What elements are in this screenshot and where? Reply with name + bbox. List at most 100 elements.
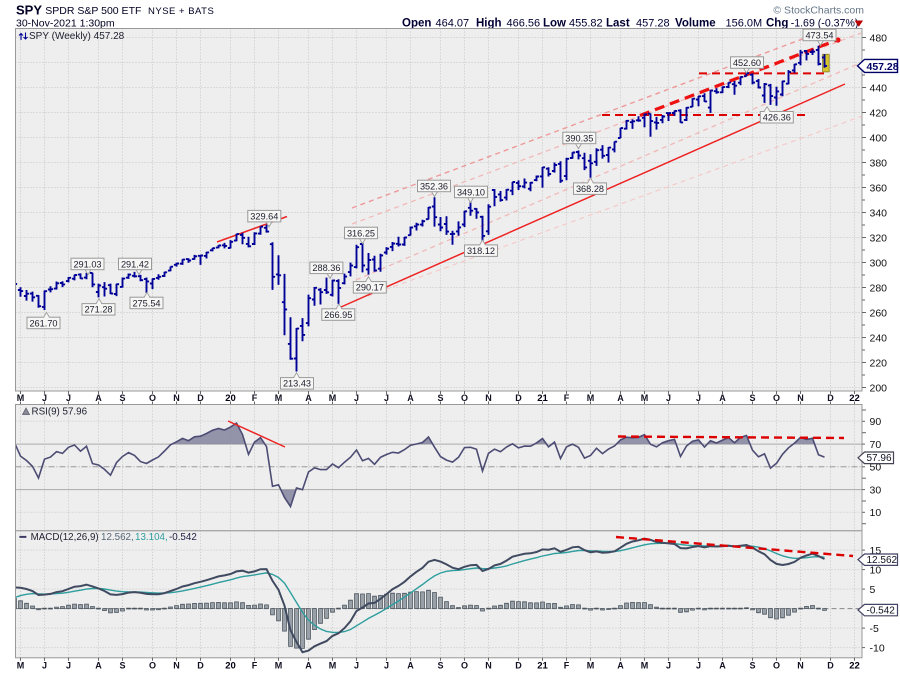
svg-text:A: A: [719, 661, 726, 671]
svg-text:N: N: [485, 661, 492, 671]
svg-text:10: 10: [870, 564, 882, 576]
svg-text:S: S: [437, 393, 443, 403]
svg-text:A: A: [719, 393, 726, 403]
svg-text:-5: -5: [870, 623, 879, 635]
svg-text:A: A: [305, 661, 312, 671]
svg-text:260: 260: [870, 307, 888, 319]
svg-text:452.60: 452.60: [733, 58, 761, 68]
svg-text:22: 22: [849, 393, 860, 404]
svg-text:70: 70: [870, 439, 882, 451]
svg-text:291.42: 291.42: [121, 259, 149, 269]
svg-text:50: 50: [870, 462, 882, 474]
svg-text:M: M: [275, 393, 283, 403]
svg-text:240: 240: [870, 332, 888, 344]
svg-text:21: 21: [537, 661, 548, 672]
svg-text:D: D: [515, 661, 522, 671]
svg-text:M: M: [329, 661, 337, 671]
svg-text:20: 20: [225, 393, 236, 404]
svg-text:15: 15: [870, 545, 882, 557]
svg-text:O: O: [773, 393, 780, 403]
svg-text:M: M: [641, 661, 649, 671]
svg-text:480: 480: [870, 32, 888, 44]
svg-text:12.562: 12.562: [867, 555, 898, 566]
svg-text:M: M: [587, 393, 595, 403]
svg-text:290.17: 290.17: [356, 283, 384, 293]
svg-text:90: 90: [870, 416, 882, 428]
svg-text:440: 440: [870, 82, 888, 94]
svg-text:329.64: 329.64: [250, 212, 278, 222]
svg-text:N: N: [173, 661, 180, 671]
svg-text:Chg: Chg: [766, 18, 788, 30]
svg-text:10: 10: [870, 507, 882, 519]
svg-text:A: A: [95, 393, 102, 403]
svg-text:D: D: [197, 393, 204, 403]
svg-text:20: 20: [225, 661, 236, 672]
svg-text:466.56: 466.56: [507, 18, 541, 30]
svg-text:-0.542: -0.542: [867, 606, 896, 617]
svg-text:A: A: [617, 393, 624, 403]
svg-text:S: S: [437, 661, 443, 671]
svg-text:J: J: [354, 661, 359, 671]
svg-text:12.562,: 12.562,: [101, 532, 134, 543]
svg-text:SPDR S&P 500 ETF: SPDR S&P 500 ETF: [45, 5, 141, 17]
svg-text:F: F: [252, 661, 258, 671]
svg-text:400: 400: [870, 132, 888, 144]
svg-text:F: F: [252, 393, 258, 403]
svg-text:A: A: [305, 393, 312, 403]
svg-text:21: 21: [537, 393, 548, 404]
svg-text:57.96: 57.96: [867, 453, 892, 464]
svg-text:N: N: [797, 661, 804, 671]
svg-text:Low: Low: [543, 18, 566, 30]
svg-text:M: M: [275, 661, 283, 671]
svg-text:SPY (Weekly) 457.28: SPY (Weekly) 457.28: [29, 31, 125, 42]
svg-text:A: A: [407, 393, 414, 403]
svg-text:O: O: [461, 393, 468, 403]
svg-text:5: 5: [870, 584, 876, 596]
svg-text:340: 340: [870, 207, 888, 219]
svg-text:-0.542: -0.542: [169, 532, 197, 543]
svg-text:M: M: [329, 393, 337, 403]
svg-text:N: N: [485, 393, 492, 403]
svg-text:M: M: [641, 393, 649, 403]
svg-text:S: S: [749, 661, 755, 671]
svg-text:M: M: [17, 393, 25, 403]
svg-text:464.07: 464.07: [436, 18, 470, 30]
svg-text:J: J: [66, 661, 71, 671]
svg-text:Last: Last: [606, 18, 630, 30]
svg-text:288.36: 288.36: [312, 263, 340, 273]
svg-text:J: J: [384, 393, 389, 403]
svg-text:F: F: [564, 393, 570, 403]
svg-text:318.12: 318.12: [467, 246, 495, 256]
svg-text:13.104,: 13.104,: [135, 532, 168, 543]
svg-text:380: 380: [870, 157, 888, 169]
svg-text:457.28: 457.28: [867, 61, 899, 73]
svg-text:280: 280: [870, 282, 888, 294]
svg-text:M: M: [17, 661, 25, 671]
svg-text:High: High: [476, 18, 502, 30]
svg-text:MACD(12,26,9): MACD(12,26,9): [31, 532, 99, 543]
svg-text:D: D: [515, 393, 522, 403]
svg-text:291.03: 291.03: [73, 259, 101, 269]
svg-text:30: 30: [870, 484, 882, 496]
svg-text:320: 320: [870, 232, 888, 244]
svg-text:-10: -10: [870, 642, 885, 654]
svg-text:O: O: [773, 661, 780, 671]
svg-text:J: J: [696, 661, 701, 671]
svg-text:J: J: [42, 393, 47, 403]
svg-text:NYSE + BATS: NYSE + BATS: [148, 6, 214, 17]
svg-text:D: D: [827, 661, 834, 671]
svg-text:Volume: Volume: [675, 18, 716, 30]
svg-text:N: N: [173, 393, 180, 403]
svg-text:22: 22: [849, 661, 860, 672]
svg-text:200: 200: [870, 382, 888, 394]
svg-text:F: F: [564, 661, 570, 671]
svg-text:A: A: [617, 661, 624, 671]
svg-text:271.28: 271.28: [84, 305, 112, 315]
svg-text:D: D: [197, 661, 204, 671]
svg-text:J: J: [666, 661, 671, 671]
svg-text:O: O: [149, 393, 156, 403]
svg-text:S: S: [749, 393, 755, 403]
svg-text:O: O: [461, 661, 468, 671]
svg-text:J: J: [354, 393, 359, 403]
svg-text:349.10: 349.10: [457, 187, 485, 197]
